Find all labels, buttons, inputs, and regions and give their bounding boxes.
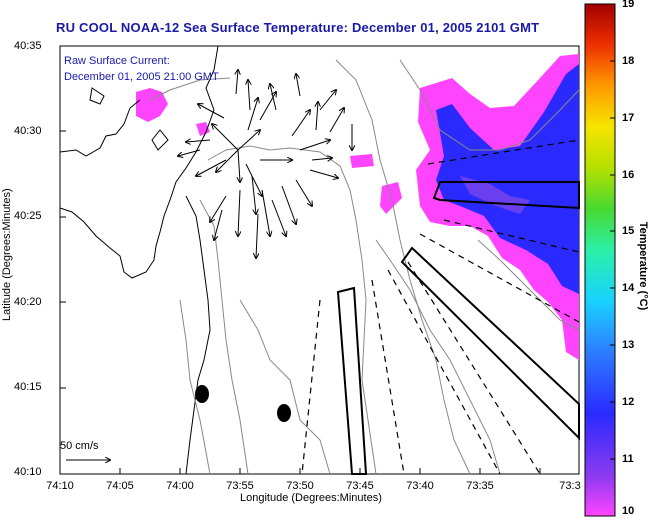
y-tick-label: 40:25 [14, 210, 42, 222]
x-tick-label: 73:50 [286, 480, 314, 492]
colorbar-tick-label: 18 [622, 55, 635, 67]
x-tick-label: 74:05 [106, 480, 134, 492]
current-annotation-time: December 01, 2005 21:00 GMT [64, 71, 219, 83]
x-tick-label: 73:3 [559, 480, 581, 492]
x-tick-label: 73:55 [226, 480, 254, 492]
x-tick-label: 73:35 [466, 480, 494, 492]
y-tick-label: 40:15 [14, 381, 42, 393]
colorbar-tick-label: 19 [622, 0, 635, 10]
y-tick-label: 40:20 [14, 296, 42, 308]
x-tick-label: 74:10 [46, 480, 74, 492]
scale-label: 50 cm/s [60, 440, 99, 452]
coastline [59, 45, 219, 475]
colorbar-label: Temperature (°C) [637, 221, 649, 311]
station-marker [195, 385, 209, 403]
figure-title: RU COOL NOAA-12 Sea Surface Temperature:… [56, 20, 540, 35]
shipping-lane-solid [336, 181, 580, 475]
bathymetry-contours [149, 59, 580, 475]
current-annotation-label: Raw Surface Current: [64, 55, 170, 67]
x-axis-label: Longitude (Degrees:Minutes) [240, 492, 382, 504]
x-tick-label: 73:45 [346, 480, 374, 492]
x-tick-label: 74:00 [166, 480, 194, 492]
colorbar-tick-label: 16 [622, 169, 635, 181]
axis-ticks [59, 45, 541, 475]
y-tick-label: 40:30 [14, 125, 42, 137]
colorbar [584, 3, 616, 517]
colorbar-tick-label: 15 [622, 225, 635, 237]
colorbar-ticks [610, 3, 615, 460]
colorbar-tick-label: 12 [622, 396, 635, 408]
x-tick-label: 73:40 [406, 480, 434, 492]
colorbar-tick-label: 13 [622, 339, 635, 351]
current-vectors [178, 70, 352, 258]
y-axis-label: Latitude (Degrees:Minutes) [1, 188, 13, 321]
y-tick-label: 40:35 [14, 40, 42, 52]
colorbar-tick-label: 11 [622, 453, 634, 465]
colorbar-tick-label: 14 [622, 282, 635, 294]
y-tick-label: 40:10 [14, 466, 42, 478]
shipping-lane-dashed [301, 139, 580, 475]
colorbar-tick-label: 17 [622, 112, 635, 124]
colorbar-tick-label: 10 [622, 505, 635, 517]
station-marker [277, 404, 291, 422]
